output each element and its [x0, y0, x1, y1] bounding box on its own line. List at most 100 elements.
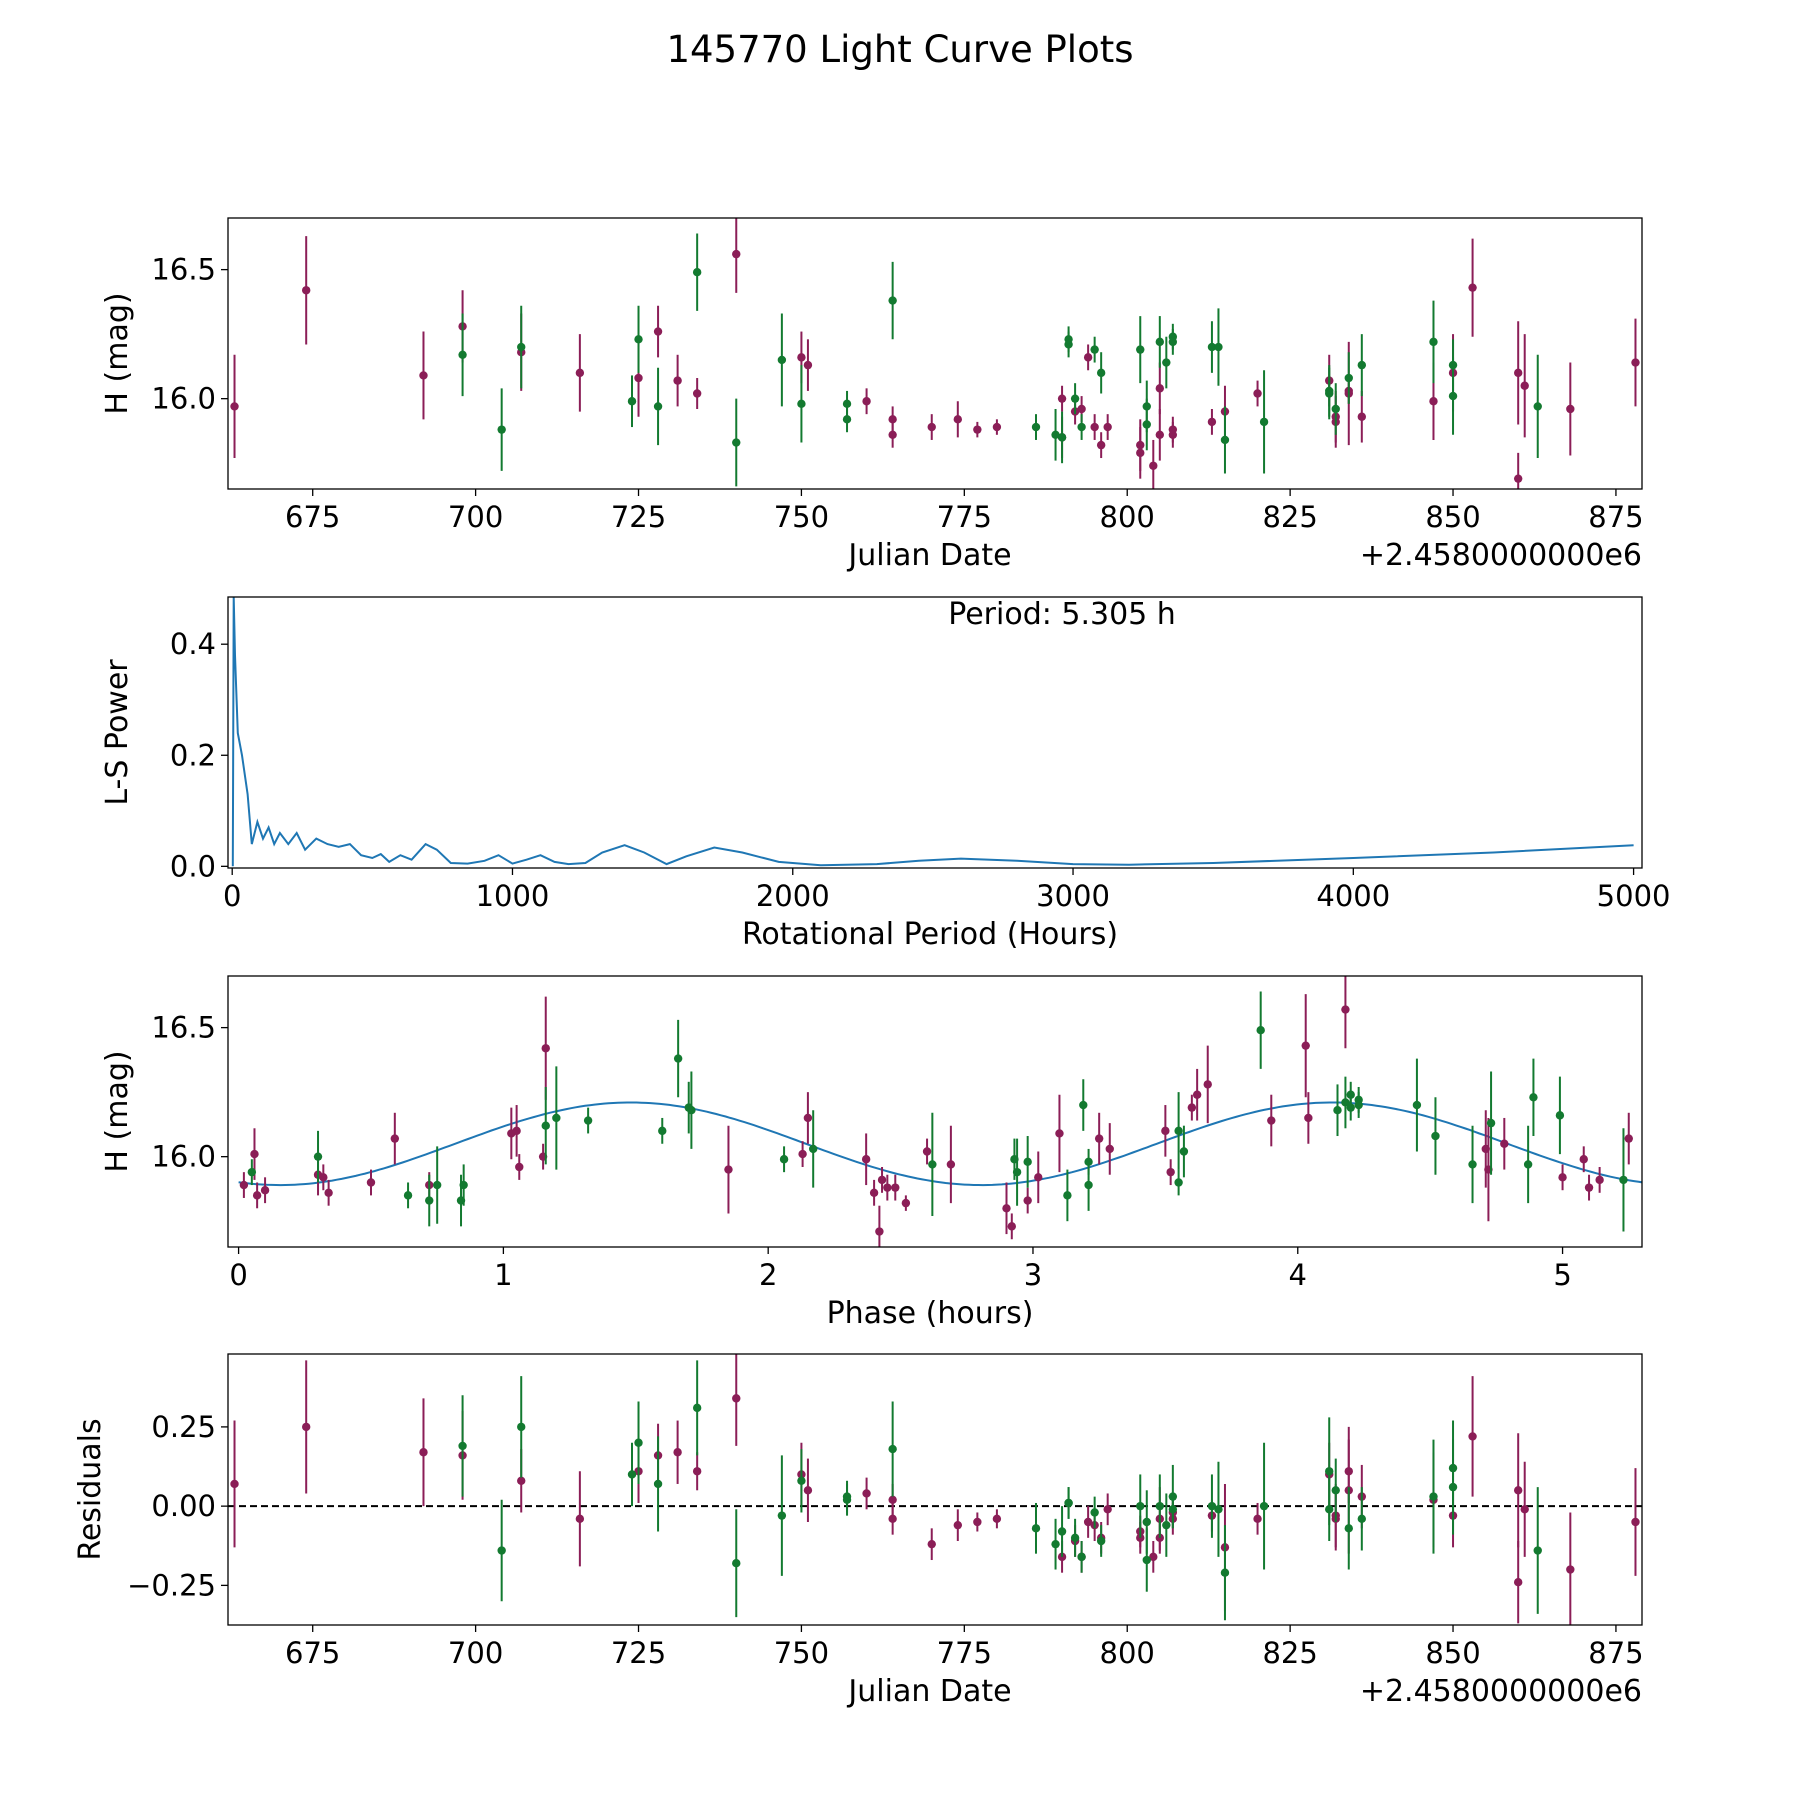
- series-b-point: [1341, 1098, 1350, 1107]
- x-tick-label: 3: [1024, 1258, 1042, 1292]
- series-a-point: [1007, 1222, 1016, 1231]
- series-a-point: [1055, 1129, 1064, 1138]
- series-a-point: [888, 415, 897, 424]
- x-tick-label: 750: [774, 500, 829, 534]
- series-a-point: [673, 1448, 682, 1457]
- series-a-point: [992, 1514, 1002, 1524]
- series-a-point: [1520, 1505, 1529, 1514]
- series-b-point: [842, 415, 852, 424]
- series-a-point: [692, 1467, 702, 1476]
- x-tick-label: 0: [223, 879, 241, 913]
- series-b-point: [1012, 1167, 1022, 1177]
- series-b-point: [1084, 1157, 1093, 1167]
- x-tick-label: 5000: [1597, 879, 1671, 913]
- series-a-point: [1253, 1514, 1262, 1524]
- x-tick-label: 850: [1425, 500, 1480, 534]
- series-a-point: [1513, 368, 1523, 378]
- series-a-point: [1207, 417, 1217, 427]
- series-b-point: [1096, 368, 1106, 378]
- series-b-point: [687, 1106, 696, 1115]
- series-a-point: [1083, 353, 1093, 362]
- series-b-point: [1063, 1191, 1072, 1200]
- x-tick-label: 875: [1588, 1636, 1643, 1670]
- series-b-point: [1486, 1118, 1496, 1128]
- x-tick-label: 2: [759, 1258, 777, 1292]
- y-axis-label: L-S Power: [100, 659, 135, 806]
- series-b-point: [658, 1126, 667, 1136]
- series-a-point: [673, 376, 682, 385]
- series-b-point: [1523, 1160, 1533, 1169]
- series-b-point: [541, 1121, 550, 1130]
- series-b-point: [1331, 1486, 1340, 1495]
- series-b-point: [1259, 1501, 1269, 1511]
- y-tick-label: 16.5: [151, 1011, 216, 1045]
- series-b-point: [1051, 430, 1060, 439]
- lightcurve-axes-frame: [227, 217, 1643, 490]
- series-a-point: [1357, 412, 1367, 421]
- series-b-point: [1162, 358, 1171, 367]
- series-a-point: [922, 1147, 932, 1156]
- series-a-point: [366, 1178, 376, 1187]
- series-b-point: [808, 1144, 818, 1154]
- series-a-point: [634, 373, 643, 383]
- series-a-point: [239, 1180, 249, 1190]
- series-b-point: [673, 1054, 683, 1063]
- series-b-point: [1051, 1539, 1060, 1549]
- series-a-point: [1579, 1155, 1588, 1164]
- series-a-point: [1468, 283, 1477, 292]
- series-b-point: [432, 1180, 442, 1190]
- x-tick-label: 850: [1425, 1636, 1480, 1670]
- series-b-point: [1096, 1536, 1106, 1546]
- series-a-point: [1090, 422, 1099, 432]
- series-b-point: [1023, 1157, 1032, 1167]
- series-b-point: [1064, 1498, 1073, 1508]
- series-a-point: [1002, 1204, 1011, 1213]
- series-a-point: [1187, 1103, 1197, 1112]
- series-b-point: [1619, 1175, 1628, 1185]
- series-a-point: [875, 1227, 884, 1236]
- x-axis-label: Julian Date: [846, 538, 1011, 573]
- x-tick-label: 825: [1262, 1636, 1317, 1670]
- series-b-point: [692, 1403, 702, 1413]
- series-b-point: [692, 268, 702, 277]
- residuals-panel: 675 700 725 750 775 800 825 850 875 −0.25 0.00 0.25…: [73, 1353, 1644, 1709]
- series-a-point: [1192, 1090, 1202, 1099]
- series-b-point: [842, 399, 852, 409]
- series-b-point: [583, 1116, 593, 1125]
- series-a-point: [973, 425, 982, 434]
- x-tick-label: 875: [1588, 500, 1643, 534]
- x-axis-label: Phase (hours): [827, 1296, 1034, 1331]
- series-b-point: [627, 1470, 637, 1479]
- series-b-point: [1331, 404, 1340, 414]
- series-b-point: [1031, 422, 1041, 432]
- y-axis-label: H (mag): [100, 1050, 135, 1172]
- series-a-point: [1203, 1080, 1212, 1089]
- x-tick-label: 700: [448, 500, 503, 534]
- x-tick-label: 800: [1100, 1636, 1155, 1670]
- y-tick-label: 16.0: [151, 382, 216, 416]
- series-b-point: [1214, 342, 1223, 352]
- series-b-point: [1070, 394, 1080, 403]
- series-b-point: [1142, 1555, 1151, 1565]
- series-a-point: [1301, 1041, 1310, 1050]
- x-tick-label: 725: [611, 1636, 666, 1670]
- series-a-point: [1631, 1517, 1640, 1527]
- series-a-point: [862, 1489, 871, 1498]
- x-tick-label: 675: [285, 1636, 340, 1670]
- series-a-point: [260, 1186, 270, 1195]
- phased-panel: 0 1 2 3 4 5 16.0 16.5 Phase (hours) H (mag): [100, 975, 1643, 1331]
- series-a-point: [803, 360, 813, 370]
- series-a-point: [888, 430, 897, 439]
- series-b-point: [1468, 1160, 1477, 1169]
- series-a-point: [732, 249, 741, 259]
- series-b-point: [497, 425, 506, 434]
- series-a-point: [724, 1165, 733, 1174]
- series-b-point: [1142, 1517, 1151, 1527]
- series-b-point: [1090, 1508, 1099, 1517]
- series-a-point: [419, 1448, 428, 1457]
- series-b-point: [1142, 420, 1151, 429]
- series-a-point: [1513, 474, 1523, 483]
- series-b-point: [1344, 373, 1353, 383]
- series-a-point: [1500, 1139, 1509, 1148]
- series-b-point: [1325, 389, 1334, 398]
